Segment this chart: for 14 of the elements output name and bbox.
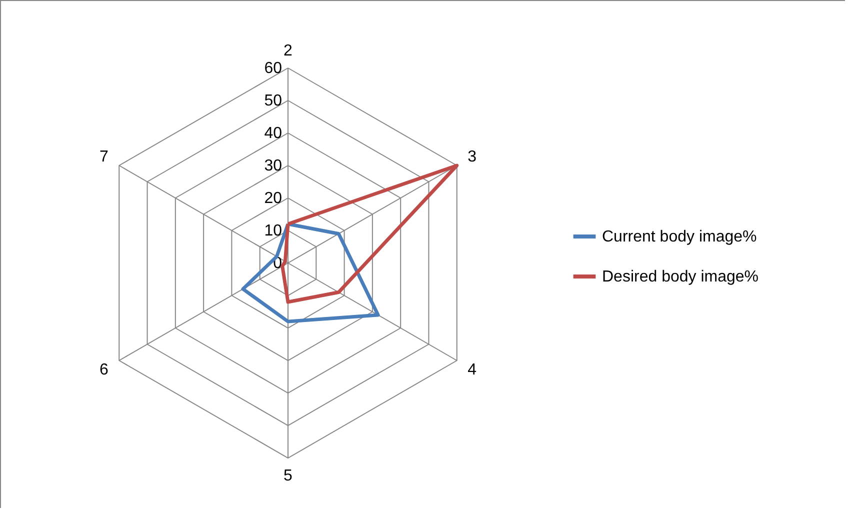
y-tick-label: 20 bbox=[264, 190, 282, 207]
spoke-label: 2 bbox=[284, 42, 293, 60]
y-tick-label: 30 bbox=[264, 158, 282, 174]
legend-label: Desired body image% bbox=[602, 268, 759, 286]
y-tick-label: 40 bbox=[264, 125, 282, 142]
spoke-label: 4 bbox=[468, 361, 477, 378]
y-tick-label: 50 bbox=[264, 92, 282, 110]
spoke-label: 3 bbox=[468, 148, 477, 166]
spoke-label: 7 bbox=[99, 148, 108, 166]
y-tick-label: 10 bbox=[264, 222, 282, 240]
legend-label: Current body image% bbox=[602, 228, 757, 246]
spoke-label: 5 bbox=[284, 468, 293, 485]
y-tick-label: 60 bbox=[264, 60, 282, 77]
spoke-label: 6 bbox=[99, 361, 108, 378]
